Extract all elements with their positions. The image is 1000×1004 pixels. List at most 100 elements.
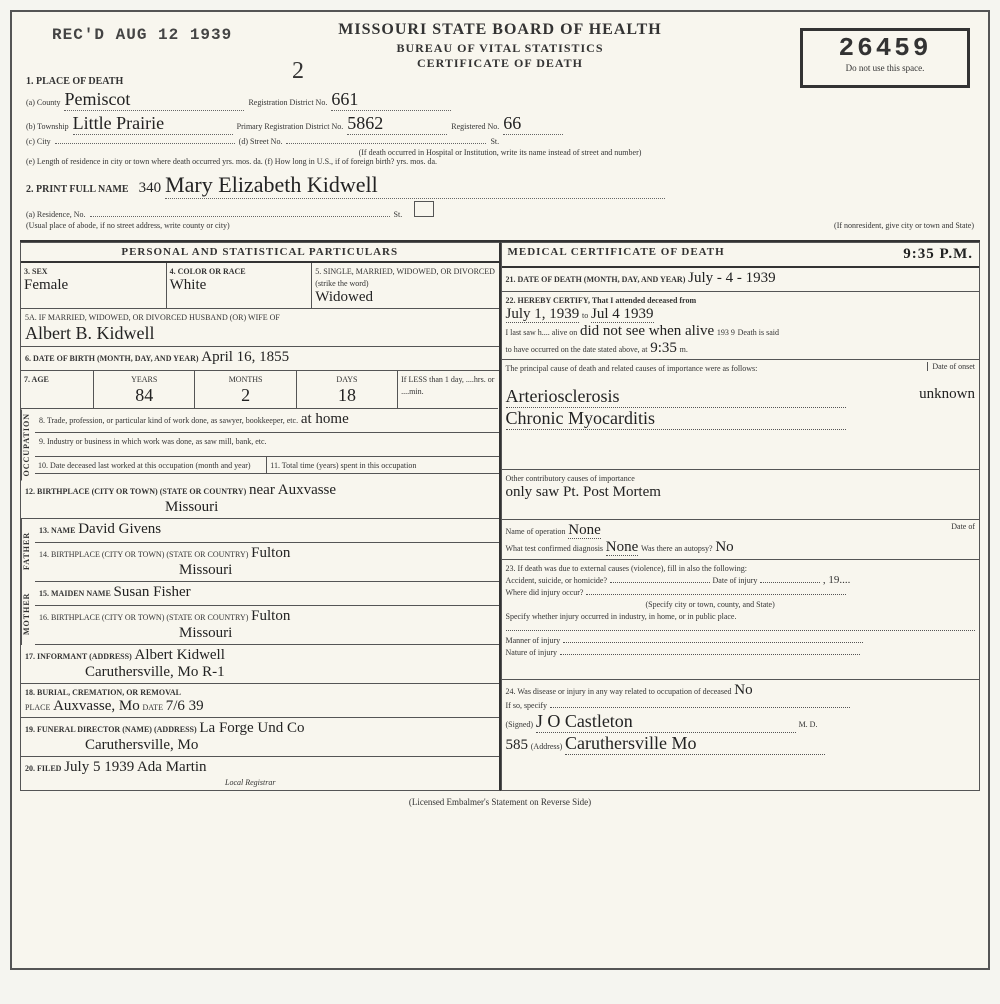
registered-label: Registered No. [451, 122, 499, 131]
less-label: If LESS than 1 day, ....hrs. or ....min. [401, 375, 494, 396]
lastsaw-year: 193 9 [717, 328, 735, 337]
related-label: 24. Was disease or injury in any way rel… [506, 687, 732, 696]
county-value: Pemiscot [64, 89, 244, 111]
spouse-label: 5A. IF MARRIED, WIDOWED, OR DIVORCED HUS… [25, 313, 280, 322]
township-label: (b) Township [26, 122, 69, 131]
cause1: Arteriosclerosis [506, 386, 846, 408]
birthplace1: near Auxvasse [249, 482, 336, 498]
primreg-value: 5862 [347, 113, 447, 135]
occurred-label: to have occurred on the date stated abov… [506, 345, 648, 354]
father-bp1: Fulton [251, 545, 290, 561]
street-value [286, 143, 486, 144]
mother-bp2: Missouri [179, 625, 232, 641]
test-label: What test confirmed diagnosis [506, 544, 604, 553]
lastsaw-value: did not see when alive [580, 323, 714, 339]
township-value: Little Prairie [73, 113, 233, 135]
city-value [55, 143, 235, 144]
registrar-label: Local Registrar [225, 778, 275, 787]
father-bp-label: 14. BIRTHPLACE (CITY OR TOWN) (STATE OR … [39, 550, 248, 559]
days-value: 18 [338, 385, 356, 405]
marital-value: Widowed [315, 289, 373, 305]
cert-number-note: Do not use this space. [805, 63, 965, 73]
test-value: None [606, 539, 639, 556]
informant1: Albert Kidwell [135, 647, 225, 663]
certify-label: 22. HEREBY CERTIFY, That I attended dece… [506, 296, 697, 305]
death-time: 9:35 P.M. [903, 246, 973, 263]
dod-label: 21. DATE OF DEATH (MONTH, DAY, AND YEAR) [506, 275, 686, 284]
contrib-label: Other contributory causes of importance [506, 474, 635, 483]
spouse-value: Albert B. Kidwell [25, 323, 154, 343]
external-label: 23. If death was due to external causes … [506, 564, 747, 573]
sex-value: Female [24, 277, 68, 293]
length-label: (e) Length of residence in city or town … [26, 157, 974, 166]
operation-value: None [568, 522, 601, 539]
burial-date: 7/6 39 [166, 698, 204, 714]
age-label: 7. AGE [24, 375, 49, 384]
dob-value: April 16, 1855 [201, 349, 289, 365]
filed-label: 20. FILED [25, 764, 61, 773]
address-value: Caruthersville Mo [565, 733, 825, 755]
marital-label: 5. SINGLE, MARRIED, WIDOWED, OR DIVORCED… [315, 267, 495, 288]
name-prefix: 340 [139, 180, 162, 197]
regdist-value: 661 [331, 89, 451, 111]
filed-date: July 5 1939 [64, 759, 134, 775]
signed-value: J O Castleton [536, 711, 796, 733]
accident-label: Accident, suicide, or homicide? [506, 576, 608, 585]
registrar: Ada Martin [137, 759, 207, 775]
two-columns: PERSONAL AND STATISTICAL PARTICULARS 3. … [20, 240, 980, 791]
residence-label: (a) Residence, No. [26, 210, 86, 219]
place-of-death-section: 1. PLACE OF DEATH (a) County Pemiscot Re… [20, 76, 980, 236]
primreg-label: Primary Registration District No. [237, 122, 344, 131]
m-label: m. [680, 345, 688, 354]
related-value: No [734, 682, 752, 698]
injurydate-label: Date of injury [713, 576, 758, 585]
color-label: 4. COLOR OR RACE [170, 267, 246, 276]
street-label: (d) Street No. [239, 137, 283, 146]
years-label: YEARS [131, 375, 157, 384]
from-value: July 1, 1939 [506, 306, 580, 323]
burial-label: 18. BURIAL, CREMATION, OR REMOVAL [25, 688, 181, 697]
left-column: PERSONAL AND STATISTICAL PARTICULARS 3. … [20, 242, 501, 791]
where-label: Where did injury occur? [506, 588, 584, 597]
occurred-time: 9:35 [650, 340, 677, 356]
footer-note: (Licensed Embalmer's Statement on Revers… [20, 797, 980, 807]
residence-value [90, 216, 390, 217]
birthplace2: Missouri [165, 499, 218, 515]
principal-label: The principal cause of death and related… [506, 364, 758, 373]
county-label: (a) County [26, 98, 60, 107]
bottom-num: 585 [506, 737, 529, 753]
st-label: St. [490, 137, 499, 146]
months-value: 2 [241, 385, 250, 405]
autopsy-value: No [715, 539, 733, 555]
address-label: (Address) [531, 742, 563, 751]
big-two: 2 [292, 58, 304, 85]
funeral1: La Forge Und Co [199, 720, 304, 736]
regdist-label: Registration District No. [248, 98, 327, 107]
nonres-note: (If nonresident, give city or town and S… [834, 221, 974, 230]
trade-label: 8. Trade, profession, or particular kind… [39, 416, 298, 425]
mother-name: Susan Fisher [114, 584, 191, 600]
death-said: Death is said [738, 328, 779, 337]
onset-label: Date of onset [927, 362, 975, 371]
nature-label: Nature of injury [506, 648, 558, 657]
occupation-vlabel: OCCUPATION [21, 409, 35, 480]
mother-bp1: Fulton [251, 608, 290, 624]
cause-note: unknown [919, 386, 975, 403]
months-label: MONTHS [229, 375, 263, 384]
to-value: Jul 4 1939 [591, 306, 654, 323]
funeral-label: 19. FUNERAL DIRECTOR (NAME) (ADDRESS) [25, 725, 197, 734]
md-label: M. D. [799, 720, 818, 729]
contrib-value: only saw Pt. Post Mortem [506, 484, 661, 500]
sex-label: 3. SEX [24, 267, 48, 276]
street-note: (If death occurred in Hospital or Instit… [26, 148, 974, 157]
father-vlabel: FATHER [21, 519, 35, 582]
burial-place-label: PLACE [25, 703, 50, 712]
informant2: Caruthersville, Mo R-1 [85, 664, 225, 680]
city-label: (c) City [26, 137, 51, 146]
totaltime-label: 11. Total time (years) spent in this occ… [270, 461, 416, 470]
checkbox [414, 201, 434, 217]
color-value: White [170, 277, 207, 293]
autopsy-label: Was there an autopsy? [641, 544, 713, 553]
cause2: Chronic Myocarditis [506, 408, 846, 430]
years-value: 84 [135, 385, 153, 405]
